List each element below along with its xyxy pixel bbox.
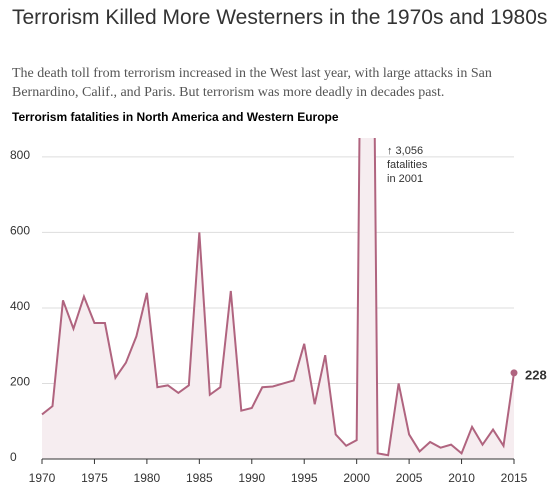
- y-tick-label: 800: [10, 148, 30, 162]
- x-tick-label: 2000: [343, 471, 370, 485]
- x-tick-label: 1975: [81, 471, 108, 485]
- x-tick-label: 2010: [448, 471, 475, 485]
- end-point: [510, 369, 518, 377]
- annotation: fatalities: [387, 159, 428, 171]
- x-tick-label: 2005: [396, 471, 423, 485]
- x-tick-label: 1970: [29, 471, 56, 485]
- annotation: ↑ 3,056: [387, 145, 423, 157]
- chart: 0 200 400 600 800 228 1970 1975 1980 1985 1990 1995…: [10, 138, 547, 485]
- chart-label: Terrorism fatalities in North America an…: [12, 110, 339, 124]
- line: [41, 138, 515, 457]
- y-tick-label: 400: [10, 299, 30, 313]
- chart-subtitle: The death toll from terrorism increased …: [12, 66, 492, 100]
- x-tick-label: 1980: [134, 471, 161, 485]
- y-tick-label: 200: [10, 375, 30, 389]
- area: [42, 138, 514, 459]
- annotation: in 2001: [387, 173, 423, 185]
- y-tick-label: 600: [10, 224, 30, 238]
- x-tick-label: 1985: [186, 471, 213, 485]
- x-tick-label: 1990: [238, 471, 265, 485]
- chart-title: Terrorism Killed More Westerners in the …: [12, 6, 548, 29]
- y-tick-label: 0: [10, 450, 17, 464]
- data-label: 228: [525, 367, 547, 382]
- x-tick-label: 2015: [501, 471, 528, 485]
- x-tick-label: 1995: [291, 471, 318, 485]
